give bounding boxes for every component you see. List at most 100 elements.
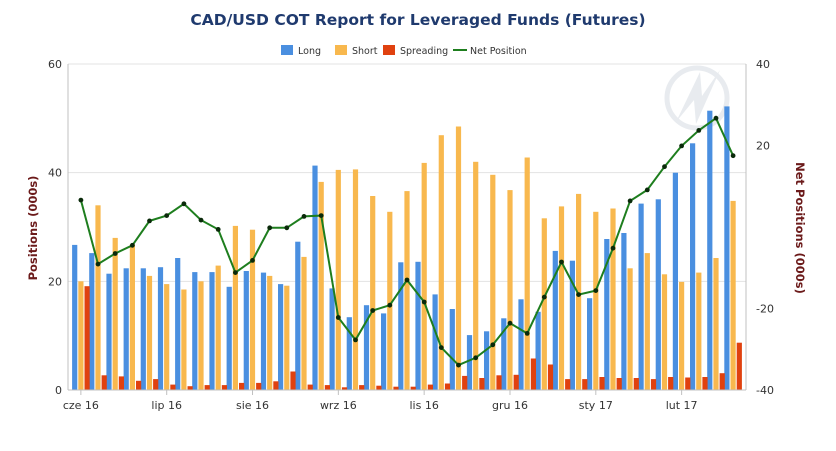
net-position-point: [164, 213, 170, 219]
bar-short: [267, 275, 273, 390]
bar-short: [455, 126, 462, 390]
net-position-point: [284, 225, 290, 231]
net-position-point: [233, 270, 238, 275]
bar-short: [473, 161, 479, 390]
bar-long: [140, 268, 146, 390]
bar-long: [552, 250, 558, 390]
net-position-line: [78, 115, 736, 368]
bar-short: [507, 190, 513, 390]
net-position-point: [559, 259, 564, 265]
y2-tick-label: 20: [756, 140, 770, 153]
net-position-point: [593, 288, 599, 293]
bar-long: [449, 309, 455, 390]
bar-spreading: [307, 384, 313, 390]
bar-spreading: [444, 383, 451, 390]
legend[interactable]: Long Short Spreading Net Position: [281, 45, 527, 57]
bar-spreading: [530, 358, 536, 390]
bar-spreading: [84, 286, 90, 390]
bar-short: [679, 281, 685, 390]
bar-long: [329, 288, 335, 390]
bar-long: [72, 244, 78, 390]
bar-short: [593, 211, 599, 390]
bar-spreading: [702, 377, 708, 390]
net-position-point: [438, 345, 444, 350]
bar-spreading: [719, 373, 725, 390]
bar-short: [232, 225, 238, 390]
net-position-point: [95, 261, 101, 267]
net-position-point: [335, 315, 341, 320]
watermark-bolt: [676, 70, 720, 124]
bar-long: [346, 317, 352, 390]
bar-spreading: [616, 378, 622, 390]
bar-short: [78, 281, 84, 390]
bar-spreading: [239, 382, 245, 390]
bar-long: [484, 331, 490, 390]
bar-spreading: [668, 377, 674, 390]
bar-spreading: [479, 378, 485, 390]
y-tick-label: 40: [48, 167, 62, 180]
y-tick-label: 20: [48, 275, 62, 288]
watermark-logo-icon: [664, 65, 730, 131]
bar-spreading: [153, 379, 159, 390]
net-position-point: [644, 187, 650, 193]
bar-long: [535, 311, 541, 390]
bar-long: [621, 233, 627, 390]
bar-long: [243, 271, 249, 390]
bar-long: [381, 313, 387, 390]
bar-long: [106, 273, 112, 390]
bar-spreading: [101, 375, 107, 390]
bar-spreading: [290, 371, 296, 390]
net-position-point: [404, 277, 410, 283]
bar-short: [661, 274, 668, 390]
bar-series: [72, 106, 742, 391]
bar-short: [696, 272, 702, 390]
net-position-point: [730, 153, 736, 159]
net-position-point: [421, 299, 427, 305]
net-position-point: [112, 251, 118, 256]
net-position-point: [662, 164, 667, 170]
legend-item-long[interactable]: Long: [281, 45, 321, 57]
bar-spreading: [565, 379, 571, 390]
legend-label-spreading: Spreading: [400, 46, 448, 57]
bar-short: [164, 284, 170, 390]
bar-long: [587, 298, 593, 390]
x-tick-label: gru 16: [492, 399, 528, 412]
bar-short: [558, 206, 565, 390]
bar-spreading: [633, 378, 639, 390]
net-position-point: [130, 242, 135, 248]
bar-spreading: [273, 381, 279, 390]
bar-short: [490, 174, 496, 390]
net-position-point: [301, 214, 307, 219]
net-position-point: [267, 225, 273, 231]
bar-short: [524, 157, 530, 390]
legend-item-short[interactable]: Short: [335, 45, 378, 57]
bar-spreading: [650, 379, 657, 390]
bar-long: [363, 305, 370, 390]
bar-long: [209, 272, 215, 390]
legend-item-spreading[interactable]: Spreading: [383, 45, 448, 57]
bar-short: [610, 208, 616, 390]
net-position-point: [490, 342, 496, 348]
bar-short: [352, 169, 359, 390]
bar-spreading: [685, 377, 691, 390]
legend-label-net-position: Net Position: [470, 46, 527, 57]
y-tick-label: 60: [48, 58, 62, 71]
x-tick-label: lis 16: [409, 399, 438, 412]
bar-long: [260, 272, 267, 390]
bar-long: [501, 318, 507, 390]
legend-item-net-position[interactable]: Net Position: [453, 46, 527, 57]
net-position-point: [387, 302, 393, 308]
bar-spreading: [204, 385, 210, 390]
x-tick-label: lip 16: [151, 399, 182, 412]
bar-long: [157, 267, 164, 390]
chart-title: CAD/USD COT Report for Leveraged Funds (…: [190, 11, 645, 29]
bar-short: [146, 275, 153, 390]
bar-spreading: [393, 386, 399, 390]
net-position-point: [610, 245, 616, 251]
x-tick-label: sie 16: [236, 399, 269, 412]
bar-long: [278, 284, 284, 390]
bar-spreading: [170, 384, 176, 390]
net-position-point: [250, 258, 255, 263]
